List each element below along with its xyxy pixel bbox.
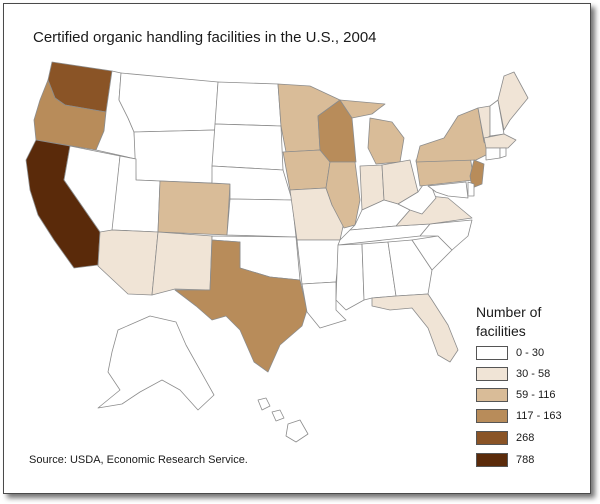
state-new-mexico <box>151 231 213 296</box>
state-north-dakota <box>214 81 282 127</box>
legend-label: 30 - 58 <box>516 368 551 380</box>
state-connecticut <box>485 147 501 161</box>
state-arkansas <box>296 239 341 285</box>
legend-label: 0 - 30 <box>516 347 545 359</box>
state-wyoming <box>133 129 216 184</box>
legend-swatch <box>476 388 508 402</box>
state-florida <box>371 293 459 363</box>
state-rhode-island <box>499 147 507 159</box>
legend-label: 117 - 163 <box>516 410 562 422</box>
state-kansas <box>226 198 297 238</box>
state-iowa <box>282 149 331 191</box>
state-alaska <box>97 315 215 411</box>
legend-title-line1: Number of <box>476 304 542 320</box>
state-mississippi <box>335 243 365 311</box>
legend-swatch <box>476 346 508 360</box>
legend-title: Number of facilities <box>476 303 541 341</box>
legend-title-line2: facilities <box>476 323 526 339</box>
legend-swatch <box>476 367 508 381</box>
state-hawaii <box>257 397 309 443</box>
legend-label: 788 <box>516 454 535 466</box>
state-maryland <box>427 181 469 199</box>
state-texas <box>174 239 308 373</box>
state-massachusetts <box>483 133 517 149</box>
legend-label: 268 <box>516 432 535 444</box>
state-illinois <box>325 161 361 229</box>
state-delaware <box>467 181 475 197</box>
state-arizona <box>97 229 159 296</box>
state-maine <box>497 71 529 131</box>
legend-label: 59 - 116 <box>516 389 556 401</box>
legend-swatch <box>476 453 508 467</box>
state-montana <box>118 72 219 133</box>
map-title: Certified organic handling facilities in… <box>33 29 377 46</box>
state-south-dakota <box>211 123 284 171</box>
state-louisiana <box>301 281 347 329</box>
state-new-jersey <box>469 159 485 189</box>
legend-swatch <box>476 409 508 423</box>
state-new-york <box>415 107 493 163</box>
state-west-virginia <box>397 177 437 215</box>
source-note: Source: USDA, Economic Research Service. <box>29 454 248 466</box>
legend-swatch <box>476 431 508 445</box>
state-colorado <box>157 180 231 236</box>
